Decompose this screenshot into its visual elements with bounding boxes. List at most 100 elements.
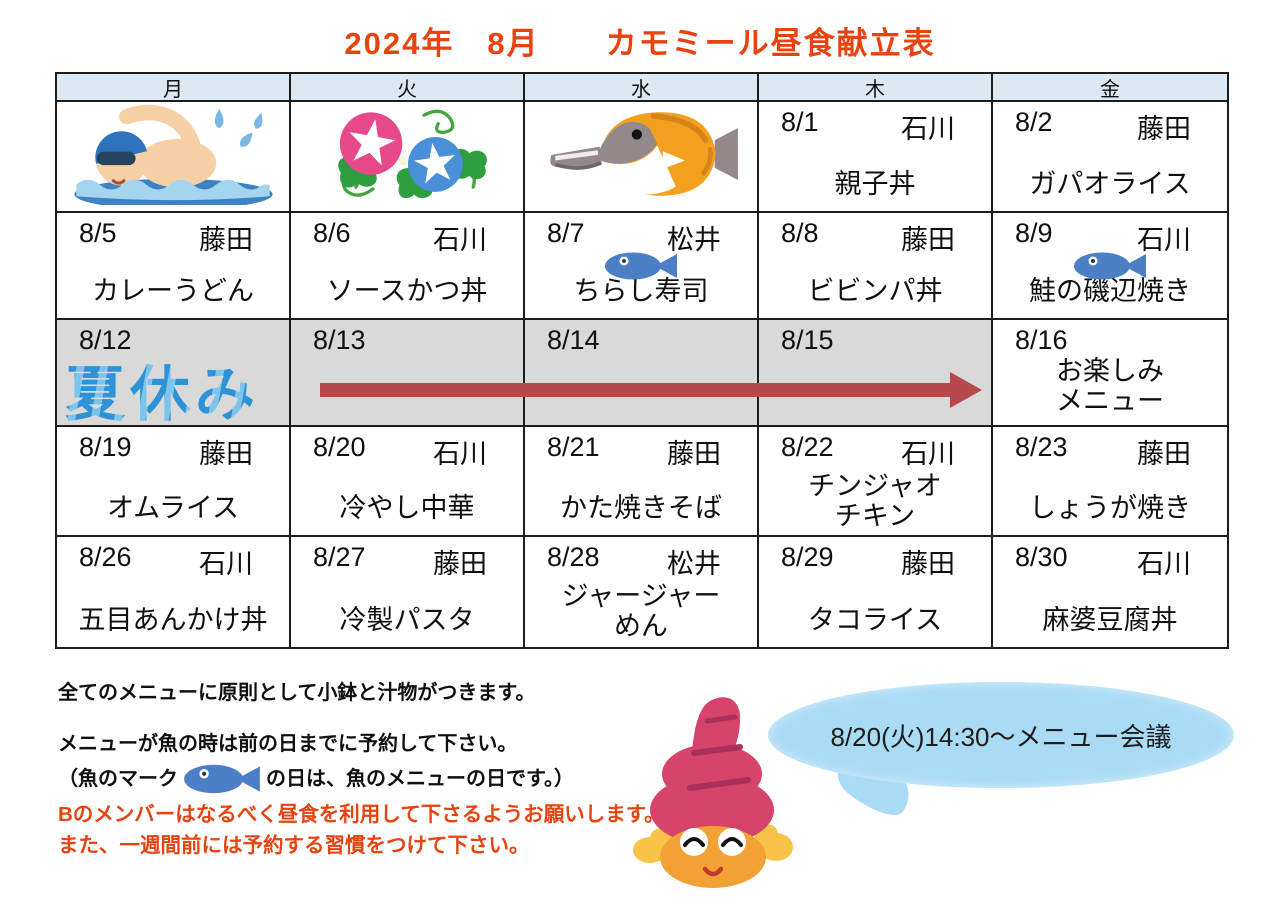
cell-menu: カレーうどん	[92, 275, 254, 306]
cell-date: 8/8	[781, 218, 819, 248]
meeting-announcement: 8/20(火)14:30～メニュー会議	[830, 721, 1172, 752]
weekday-header-thu: 木	[759, 74, 993, 102]
cell-menu: 冷製パスタ	[339, 604, 475, 635]
cell-staff: 藤田	[901, 225, 955, 255]
calendar-cell-8-9: 8/9 石川 鮭の磯辺焼き	[993, 213, 1227, 320]
cell-menu: タコライス	[807, 604, 943, 635]
menu-calendar-table: 月 火 水 木 金	[55, 72, 1229, 649]
hermit-crab-illustration	[628, 692, 798, 897]
weekday-header-wed: 水	[525, 74, 759, 102]
cell-staff: 松井	[667, 549, 721, 579]
cell-staff: 石川	[1137, 549, 1191, 579]
cell-date: 8/1	[781, 107, 819, 137]
cell-menu: ソースかつ丼	[326, 275, 488, 306]
cell-menu: ビビンパ丼	[807, 275, 943, 306]
swimmer-illustration	[67, 103, 279, 210]
calendar-cell-8-7: 8/7 松井 ちらし寿司	[525, 213, 759, 320]
cell-date: 8/2	[1015, 107, 1053, 137]
cell-date: 8/20	[313, 432, 366, 462]
cell-date: 8/27	[313, 542, 366, 572]
summer-vacation-arrow	[320, 383, 950, 397]
weekday-header-mon: 月	[57, 74, 291, 102]
calendar-cell-illustration-butterflyfish	[525, 102, 759, 213]
cell-menu: 麻婆豆腐丼	[1042, 604, 1178, 635]
calendar-cell-8-14: 8/14	[525, 320, 759, 427]
cell-date: 8/28	[547, 542, 600, 572]
calendar-cell-illustration-swimmer	[57, 102, 291, 213]
warning-text: Bのメンバーはなるべく昼食を利用して下さるようお願いします。 また、一週間前には…	[58, 800, 665, 862]
cell-menu: オムライス	[106, 492, 240, 523]
calendar-cell-8-13: 8/13	[291, 320, 525, 427]
calendar-cell-8-1: 8/1 石川 親子丼	[759, 102, 993, 213]
cell-date: 8/26	[79, 542, 132, 572]
cell-date: 8/16	[1015, 325, 1068, 355]
cell-staff: 藤田	[901, 549, 955, 579]
cell-date: 8/21	[547, 432, 600, 462]
calendar-cell-8-20: 8/20 石川 冷やし中華	[291, 427, 525, 537]
cell-date: 8/30	[1015, 542, 1068, 572]
cell-date: 8/19	[79, 432, 132, 462]
warning-line1: Bのメンバーはなるべく昼食を利用して下さるようお願いします。	[58, 803, 665, 826]
cell-staff: 藤田	[433, 549, 487, 579]
cell-date: 8/29	[781, 542, 834, 572]
calendar-cell-8-8: 8/8 藤田 ビビンパ丼	[759, 213, 993, 320]
cell-staff: 藤田	[199, 225, 253, 255]
cell-staff: 石川	[199, 549, 253, 579]
calendar-cell-8-19: 8/19 藤田 オムライス	[57, 427, 291, 537]
cell-staff: 松井	[667, 225, 721, 255]
cell-staff: 藤田	[199, 439, 253, 469]
weekday-header-tue: 火	[291, 74, 525, 102]
calendar-cell-8-23: 8/23 藤田 しょうが焼き	[993, 427, 1227, 537]
cell-date: 8/5	[79, 218, 117, 248]
cell-menu: かた焼きそば	[560, 492, 722, 523]
calendar-cell-8-2: 8/2 藤田 ガパオライス	[993, 102, 1227, 213]
summer-vacation-label: 夏休み	[65, 346, 260, 433]
cell-date: 8/12	[79, 325, 132, 355]
cell-date: 8/7	[547, 218, 585, 248]
morning-glory-illustration	[307, 102, 507, 211]
cell-staff: 藤田	[1137, 114, 1191, 144]
note-fish-prefix: （魚のマーク	[58, 767, 178, 790]
calendar-cell-8-12: 8/12 夏休み	[57, 320, 291, 428]
weekday-header-fri: 金	[993, 74, 1227, 102]
page-title: 2024年 8月 カモミール昼食献立表	[344, 26, 936, 61]
note-fish-reservation: メニューが魚の時は前の日までに予約して下さい。 （魚のマーク の日は、魚のメニュ…	[58, 730, 574, 797]
cell-staff: 藤田	[1137, 439, 1191, 469]
note-fish-suffix: の日は、魚のメニューの日です。）	[266, 767, 574, 790]
calendar-cell-8-30: 8/30 石川 麻婆豆腐丼	[993, 537, 1227, 647]
cell-date: 8/22	[781, 432, 834, 462]
cell-date: 8/6	[313, 218, 351, 248]
calendar-cell-8-27: 8/27 藤田 冷製パスタ	[291, 537, 525, 647]
calendar-cell-8-28: 8/28 松井 ジャージャー めん	[525, 537, 759, 647]
calendar-cell-8-6: 8/6 石川 ソースかつ丼	[291, 213, 525, 320]
cell-staff: 石川	[901, 114, 955, 144]
calendar-cell-8-21: 8/21 藤田 かた焼きそば	[525, 427, 759, 537]
cell-date: 8/23	[1015, 432, 1068, 462]
cell-menu: ガパオライス	[1029, 168, 1191, 199]
cell-staff: 石川	[433, 439, 487, 469]
cell-staff: 石川	[901, 439, 955, 469]
fish-icon	[1072, 249, 1148, 283]
warning-line2: また、一週間前には予約する習慣をつけて下さい。	[58, 833, 530, 857]
cell-menu: お楽しみ メニュー	[1056, 356, 1164, 417]
butterflyfish-illustration	[539, 103, 744, 210]
cell-date: 8/14	[547, 325, 600, 355]
calendar-cell-8-22: 8/22 石川 チンジャオ チキン	[759, 427, 993, 537]
speech-bubble: 8/20(火)14:30～メニュー会議	[768, 682, 1234, 788]
calendar-cell-8-5: 8/5 藤田 カレーうどん	[57, 213, 291, 320]
calendar-cell-illustration-morning-glory	[291, 102, 525, 213]
cell-menu: チンジャオ チキン	[808, 471, 942, 532]
cell-menu: しょうが焼き	[1029, 492, 1191, 523]
note-side-dishes: 全てのメニューに原則として小鉢と汁物がつきます。	[58, 682, 536, 704]
cell-menu: 五目あんかけ丼	[78, 604, 268, 635]
cell-menu: ちらし寿司	[573, 275, 709, 306]
cell-menu: 鮭の磯辺焼き	[1029, 275, 1191, 306]
fish-icon	[182, 761, 262, 797]
cell-date: 8/15	[781, 325, 834, 355]
cell-menu: 冷やし中華	[339, 492, 475, 523]
cell-staff: 石川	[1137, 225, 1191, 255]
note-fish-line1: メニューが魚の時は前の日までに予約して下さい。	[58, 733, 518, 755]
cell-menu: 親子丼	[834, 168, 916, 199]
cell-date: 8/13	[313, 325, 366, 355]
